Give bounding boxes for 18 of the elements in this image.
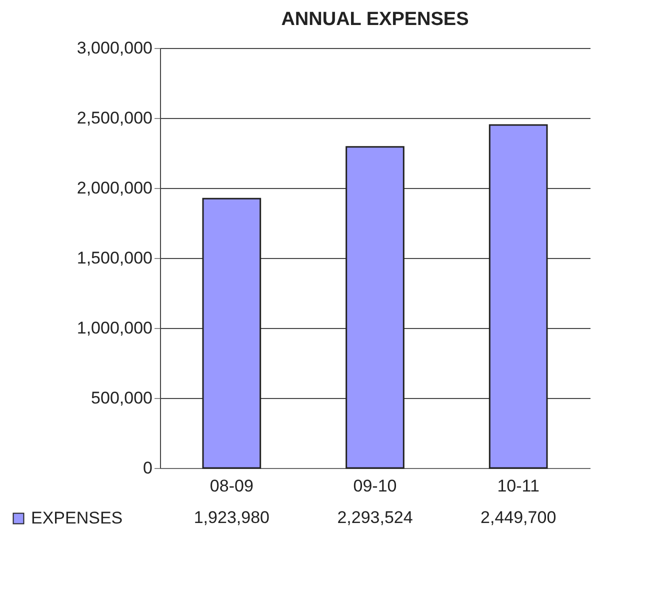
y-tick-label: 1,500,000 — [76, 248, 152, 268]
data-label: 2,449,700 — [480, 508, 556, 527]
bar — [346, 146, 404, 469]
data-label: 2,293,524 — [337, 508, 413, 527]
chart-title: ANNUAL EXPENSES — [281, 9, 469, 30]
y-tick-label: 3,000,000 — [76, 38, 152, 58]
x-tick-label: 09-10 — [353, 476, 397, 496]
y-tick-label: 1,000,000 — [76, 318, 152, 338]
legend-label: EXPENSES — [31, 508, 123, 528]
y-tick-label: 2,500,000 — [76, 108, 152, 128]
bar — [488, 124, 548, 469]
bar — [202, 198, 262, 469]
x-tick-label: 08-09 — [210, 476, 254, 496]
x-tick-label: 10-11 — [497, 476, 540, 496]
y-tick-label: 0 — [143, 458, 152, 478]
data-label: 1,923,980 — [194, 508, 270, 527]
y-tick-label: 2,000,000 — [76, 178, 152, 198]
y-tick-label: 500,000 — [91, 388, 152, 408]
